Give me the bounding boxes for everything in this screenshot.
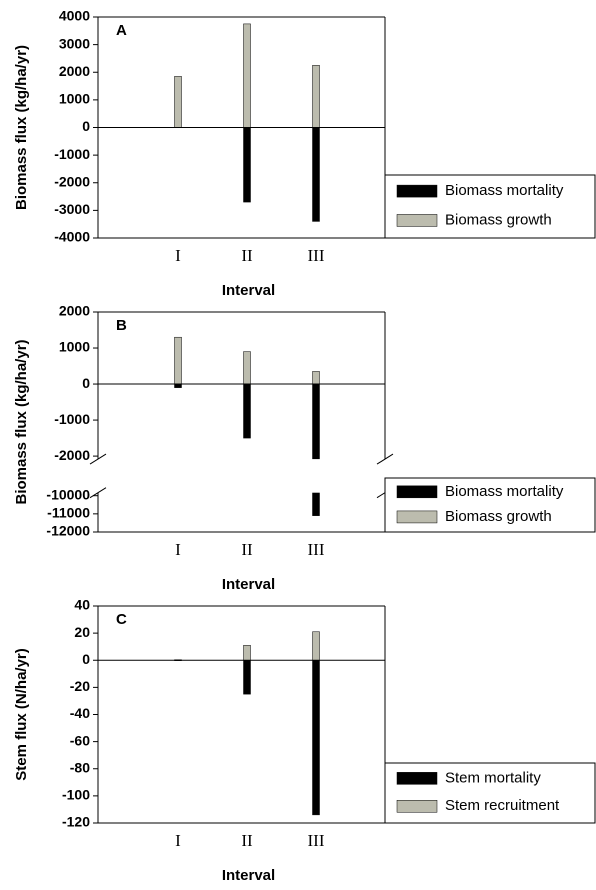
bar <box>174 76 182 128</box>
x-tick-label: I <box>175 246 181 265</box>
axis-break <box>376 453 394 465</box>
y-tick-label: -10000 <box>46 486 90 502</box>
y-tick-label: 2000 <box>59 63 90 79</box>
legend-swatch <box>396 184 438 198</box>
legend-label: Stem mortality <box>445 769 541 786</box>
y-tick-label: -12000 <box>46 523 90 539</box>
y-tick-label: -120 <box>62 814 90 830</box>
y-tick-label: 3000 <box>59 35 90 51</box>
y-tick-label: -4000 <box>54 229 90 245</box>
y-tick-label: -20 <box>70 678 90 694</box>
x-tick-label: II <box>241 540 253 559</box>
y-tick-label: 1000 <box>59 339 90 355</box>
x-tick-label: III <box>308 540 325 559</box>
y-axis-label: Biomass flux (kg/ha/yr) <box>13 45 30 210</box>
panel-label: C <box>116 611 127 628</box>
y-tick-label: 1000 <box>59 91 90 107</box>
y-tick-label: 0 <box>82 375 90 391</box>
x-tick-label: III <box>308 831 325 850</box>
bar <box>243 351 251 385</box>
y-axis-label: Biomass flux (kg/ha/yr) <box>13 339 30 504</box>
bar <box>243 23 251 128</box>
y-tick-label: 0 <box>82 118 90 134</box>
legend-label: Stem recruitment <box>445 797 560 814</box>
legend-swatch <box>396 214 438 227</box>
axis-break <box>89 453 107 465</box>
x-axis-label: Interval <box>222 576 275 593</box>
x-tick-label: III <box>308 246 325 265</box>
y-tick-label: -11000 <box>47 505 90 521</box>
legend-label: Biomass growth <box>445 211 552 228</box>
bar <box>312 383 320 516</box>
x-tick-label: II <box>241 831 253 850</box>
legend-swatch <box>396 510 438 524</box>
y-tick-label: -2000 <box>54 173 90 189</box>
legend-swatch <box>396 800 438 813</box>
y-tick-label: 20 <box>74 624 90 640</box>
bar <box>312 65 320 128</box>
bar <box>312 631 320 661</box>
bar <box>174 383 182 388</box>
legend-box <box>384 174 596 239</box>
y-tick-label: -60 <box>70 732 90 748</box>
y-tick-label: 0 <box>82 651 90 667</box>
axis-break <box>89 487 107 499</box>
bar <box>312 371 320 385</box>
y-tick-label: 2000 <box>59 303 90 319</box>
legend-label: Biomass mortality <box>445 182 564 199</box>
panel-label: A <box>116 22 127 39</box>
y-tick-label: -40 <box>70 705 90 721</box>
bar <box>312 127 320 222</box>
y-tick-label: 40 <box>74 597 90 613</box>
x-axis-label: Interval <box>222 282 275 299</box>
bar <box>243 127 251 203</box>
y-tick-label: -100 <box>62 787 90 803</box>
y-tick-label: -3000 <box>54 201 90 217</box>
bar <box>243 383 251 439</box>
y-tick-label: 4000 <box>59 8 90 24</box>
bar <box>174 336 182 385</box>
axis-break-gap <box>99 459 384 493</box>
y-tick-label: -80 <box>70 759 90 775</box>
bar <box>243 645 251 661</box>
legend-label: Biomass growth <box>445 508 552 525</box>
panel-label: B <box>116 317 127 334</box>
x-axis-label: Interval <box>222 867 275 884</box>
x-tick-label: I <box>175 540 181 559</box>
y-tick-label: -2000 <box>54 447 90 463</box>
legend-swatch <box>396 772 438 785</box>
legend-label: Biomass mortality <box>445 483 564 500</box>
legend-swatch <box>396 485 438 499</box>
y-tick-label: -1000 <box>54 411 90 427</box>
bar <box>312 660 320 816</box>
bar <box>243 660 251 695</box>
y-tick-label: -1000 <box>54 146 90 162</box>
x-tick-label: I <box>175 831 181 850</box>
x-tick-label: II <box>241 246 253 265</box>
y-axis-label: Stem flux (N/ha/yr) <box>13 648 30 781</box>
